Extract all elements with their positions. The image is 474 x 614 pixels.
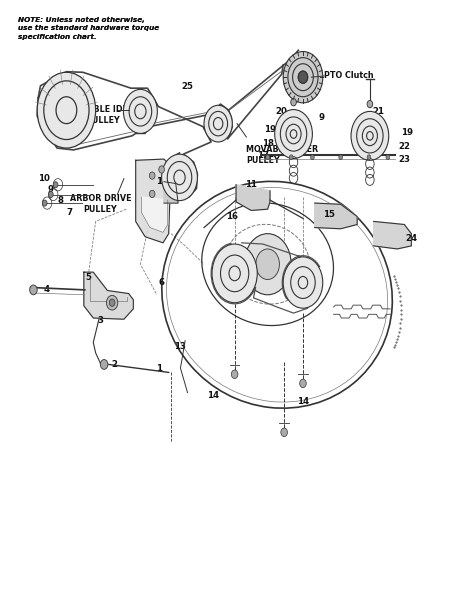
Circle shape [256,249,279,279]
Circle shape [289,155,293,160]
Text: 8: 8 [57,196,64,205]
Circle shape [298,71,308,84]
Circle shape [149,172,155,179]
Polygon shape [141,197,168,233]
Text: 14: 14 [208,391,219,400]
Circle shape [167,161,192,193]
Circle shape [42,200,47,206]
Circle shape [367,101,373,107]
Circle shape [244,234,291,295]
Text: PTO Clutch: PTO Clutch [324,71,374,80]
Text: MOVABLE IDLER
PULLEY: MOVABLE IDLER PULLEY [246,145,319,165]
Text: 3: 3 [97,316,103,325]
Polygon shape [236,185,270,211]
Text: 7: 7 [67,208,73,217]
Polygon shape [315,203,357,229]
Polygon shape [164,182,178,203]
Text: 24: 24 [405,234,418,243]
Circle shape [362,126,377,146]
Text: 15: 15 [323,209,335,219]
Circle shape [44,81,89,139]
Circle shape [291,99,296,106]
Polygon shape [374,222,411,249]
Circle shape [48,192,53,198]
Circle shape [357,119,383,153]
Text: 13: 13 [174,342,186,351]
Text: 2: 2 [111,360,118,369]
Circle shape [213,117,223,130]
Polygon shape [136,159,171,243]
Circle shape [204,105,232,142]
Text: 11: 11 [167,189,179,198]
Circle shape [162,154,197,201]
Text: 5: 5 [86,273,91,282]
Circle shape [37,72,96,148]
Text: 4: 4 [43,286,49,294]
Circle shape [220,255,249,292]
Circle shape [351,111,389,160]
Text: MOVABLE IDLER
PULLEY: MOVABLE IDLER PULLEY [67,105,139,125]
Circle shape [300,379,306,387]
Circle shape [159,166,164,173]
Polygon shape [84,272,133,319]
Text: 20: 20 [276,107,288,116]
Circle shape [100,360,108,370]
Circle shape [290,130,297,138]
Circle shape [275,109,312,158]
Circle shape [229,266,240,281]
Text: 10: 10 [38,174,50,183]
Circle shape [286,124,301,144]
Text: 22: 22 [398,142,410,152]
Circle shape [53,182,58,188]
Circle shape [283,52,323,103]
Text: 23: 23 [398,155,410,163]
Circle shape [283,257,323,308]
Circle shape [56,97,77,123]
Circle shape [212,244,257,303]
Text: 14: 14 [297,397,309,406]
Circle shape [288,58,318,97]
Circle shape [30,285,37,295]
Text: 6: 6 [159,278,164,287]
Circle shape [209,111,228,136]
Circle shape [109,299,115,306]
Text: 21: 21 [373,107,384,116]
Circle shape [367,155,371,160]
Circle shape [149,190,155,198]
Circle shape [310,155,314,160]
Circle shape [298,276,308,289]
Circle shape [339,155,343,160]
Text: NOTE: Unless noted otherwise,
use the standard hardware torque
specification cha: NOTE: Unless noted otherwise, use the st… [18,17,159,39]
Circle shape [123,90,157,133]
Text: 19: 19 [401,128,413,138]
Text: 9: 9 [48,185,54,193]
Text: 18: 18 [262,139,273,148]
Text: 12: 12 [155,177,168,186]
Text: 17: 17 [257,151,269,160]
Text: 9: 9 [319,113,325,122]
Circle shape [280,117,307,151]
Text: 19: 19 [264,125,276,134]
Text: 25: 25 [182,82,193,91]
Text: 16: 16 [226,212,238,221]
Text: NOTE: Unless noted otherwise,
use the standard hardware torque
specification cha: NOTE: Unless noted otherwise, use the st… [18,17,159,39]
Circle shape [231,370,238,378]
Circle shape [107,295,118,310]
Circle shape [266,155,270,160]
Circle shape [129,97,152,126]
Circle shape [386,155,390,160]
Text: 11: 11 [245,181,257,189]
Circle shape [281,428,287,437]
Circle shape [174,170,185,185]
Circle shape [366,131,373,140]
Circle shape [135,104,146,119]
Text: ARBOR DRIVE
PULLEY: ARBOR DRIVE PULLEY [70,194,131,214]
Circle shape [291,266,315,298]
Text: 1: 1 [156,363,162,373]
Circle shape [298,71,308,84]
Circle shape [292,64,313,91]
